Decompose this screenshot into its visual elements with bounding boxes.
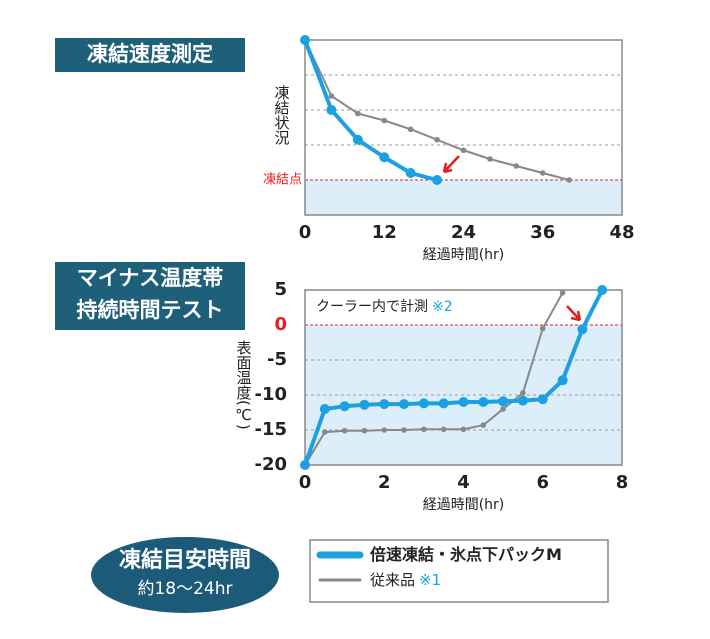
data-point bbox=[517, 395, 528, 406]
plot-frame bbox=[304, 289, 623, 466]
data-point bbox=[341, 427, 348, 434]
legend-note: ※1 bbox=[419, 571, 441, 589]
data-point bbox=[577, 324, 588, 335]
x-tick-label: 24 bbox=[451, 222, 476, 243]
x-tick-label: 0 bbox=[299, 222, 312, 243]
data-point bbox=[460, 147, 467, 154]
data-point bbox=[487, 156, 493, 162]
reference-label: 凍結点 bbox=[263, 172, 302, 188]
summary-title: 凍結目安時間 bbox=[119, 547, 251, 573]
data-point bbox=[520, 390, 526, 396]
y-axis-label: 表面温度(℃) bbox=[235, 340, 253, 430]
x-tick-label: 12 bbox=[372, 222, 397, 243]
data-point bbox=[500, 406, 506, 412]
label-box bbox=[55, 38, 245, 72]
label-box-text: 凍結速度測定 bbox=[87, 42, 213, 66]
series-line bbox=[304, 292, 564, 466]
data-point bbox=[399, 399, 410, 410]
data-point bbox=[438, 398, 449, 409]
data-point bbox=[381, 117, 388, 124]
legend-label: 従来品 ※1 bbox=[370, 571, 441, 589]
data-point bbox=[339, 401, 350, 412]
x-tick-label: 6 bbox=[536, 472, 549, 493]
x-axis-label: 経過時間(hr) bbox=[423, 247, 505, 263]
data-point bbox=[379, 399, 390, 410]
plot-frame bbox=[304, 39, 623, 216]
x-tick-label: 2 bbox=[378, 472, 391, 493]
data-point bbox=[434, 136, 440, 143]
data-point bbox=[597, 285, 608, 295]
data-point bbox=[539, 170, 546, 176]
data-point bbox=[401, 427, 407, 433]
summary-subtitle: 約18〜24hr bbox=[137, 579, 232, 599]
y-tick-label: -5 bbox=[267, 349, 287, 370]
data-point bbox=[300, 35, 310, 45]
x-tick-label: 48 bbox=[609, 222, 634, 243]
y-axis-label: 凍結状況 bbox=[273, 85, 291, 146]
data-point bbox=[566, 177, 572, 183]
annotation-note: ※2 bbox=[432, 299, 453, 315]
data-point bbox=[407, 126, 414, 133]
y-tick-label: -10 bbox=[254, 384, 287, 405]
summary-badge bbox=[91, 537, 279, 613]
x-tick-label: 4 bbox=[457, 472, 470, 493]
legend-name: 倍速凍結・氷点下パックM bbox=[370, 545, 562, 564]
data-point bbox=[539, 325, 546, 332]
y-tick-label: 0 bbox=[274, 314, 287, 335]
data-point bbox=[319, 404, 330, 414]
data-point bbox=[557, 375, 568, 386]
legend-box bbox=[309, 539, 609, 603]
data-point bbox=[498, 396, 509, 407]
data-point bbox=[359, 399, 370, 410]
arrow bbox=[566, 305, 582, 322]
data-point bbox=[355, 110, 361, 117]
legend-name: 従来品 bbox=[370, 571, 415, 589]
data-point bbox=[458, 397, 469, 407]
data-point bbox=[513, 163, 520, 169]
annotation-text: クーラー内で計測 bbox=[316, 299, 428, 315]
series-line bbox=[303, 289, 604, 466]
data-point bbox=[480, 422, 487, 428]
label-box-text: マイナス温度帯 bbox=[77, 266, 224, 290]
data-point bbox=[440, 426, 447, 433]
data-point bbox=[381, 427, 388, 433]
data-point bbox=[537, 394, 548, 405]
data-point bbox=[322, 429, 328, 435]
shaded-region bbox=[305, 180, 622, 215]
x-tick-label: 36 bbox=[530, 222, 555, 243]
y-tick-label: 5 bbox=[274, 279, 287, 300]
arrow bbox=[442, 155, 460, 174]
x-tick-label: 0 bbox=[299, 472, 312, 493]
data-point bbox=[478, 397, 489, 407]
data-point bbox=[326, 105, 337, 115]
data-point bbox=[352, 134, 363, 145]
data-point bbox=[328, 93, 335, 99]
data-point bbox=[432, 175, 443, 185]
data-point bbox=[460, 426, 467, 433]
y-tick-label: -20 bbox=[254, 454, 287, 475]
data-point bbox=[405, 168, 416, 178]
y-tick-label: -15 bbox=[254, 419, 287, 440]
data-point bbox=[559, 290, 566, 296]
legend-label: 倍速凍結・氷点下パックM bbox=[370, 545, 562, 564]
data-point bbox=[300, 460, 310, 470]
data-point bbox=[379, 152, 390, 163]
data-point bbox=[421, 426, 427, 433]
data-point bbox=[361, 427, 368, 434]
data-point bbox=[418, 398, 429, 409]
label-box-text: 持続時間テスト bbox=[77, 298, 224, 322]
x-axis-label: 経過時間(hr) bbox=[423, 497, 505, 513]
x-tick-label: 8 bbox=[616, 472, 629, 493]
annotation: クーラー内で計測 ※2 bbox=[316, 299, 453, 315]
label-box bbox=[55, 262, 245, 330]
